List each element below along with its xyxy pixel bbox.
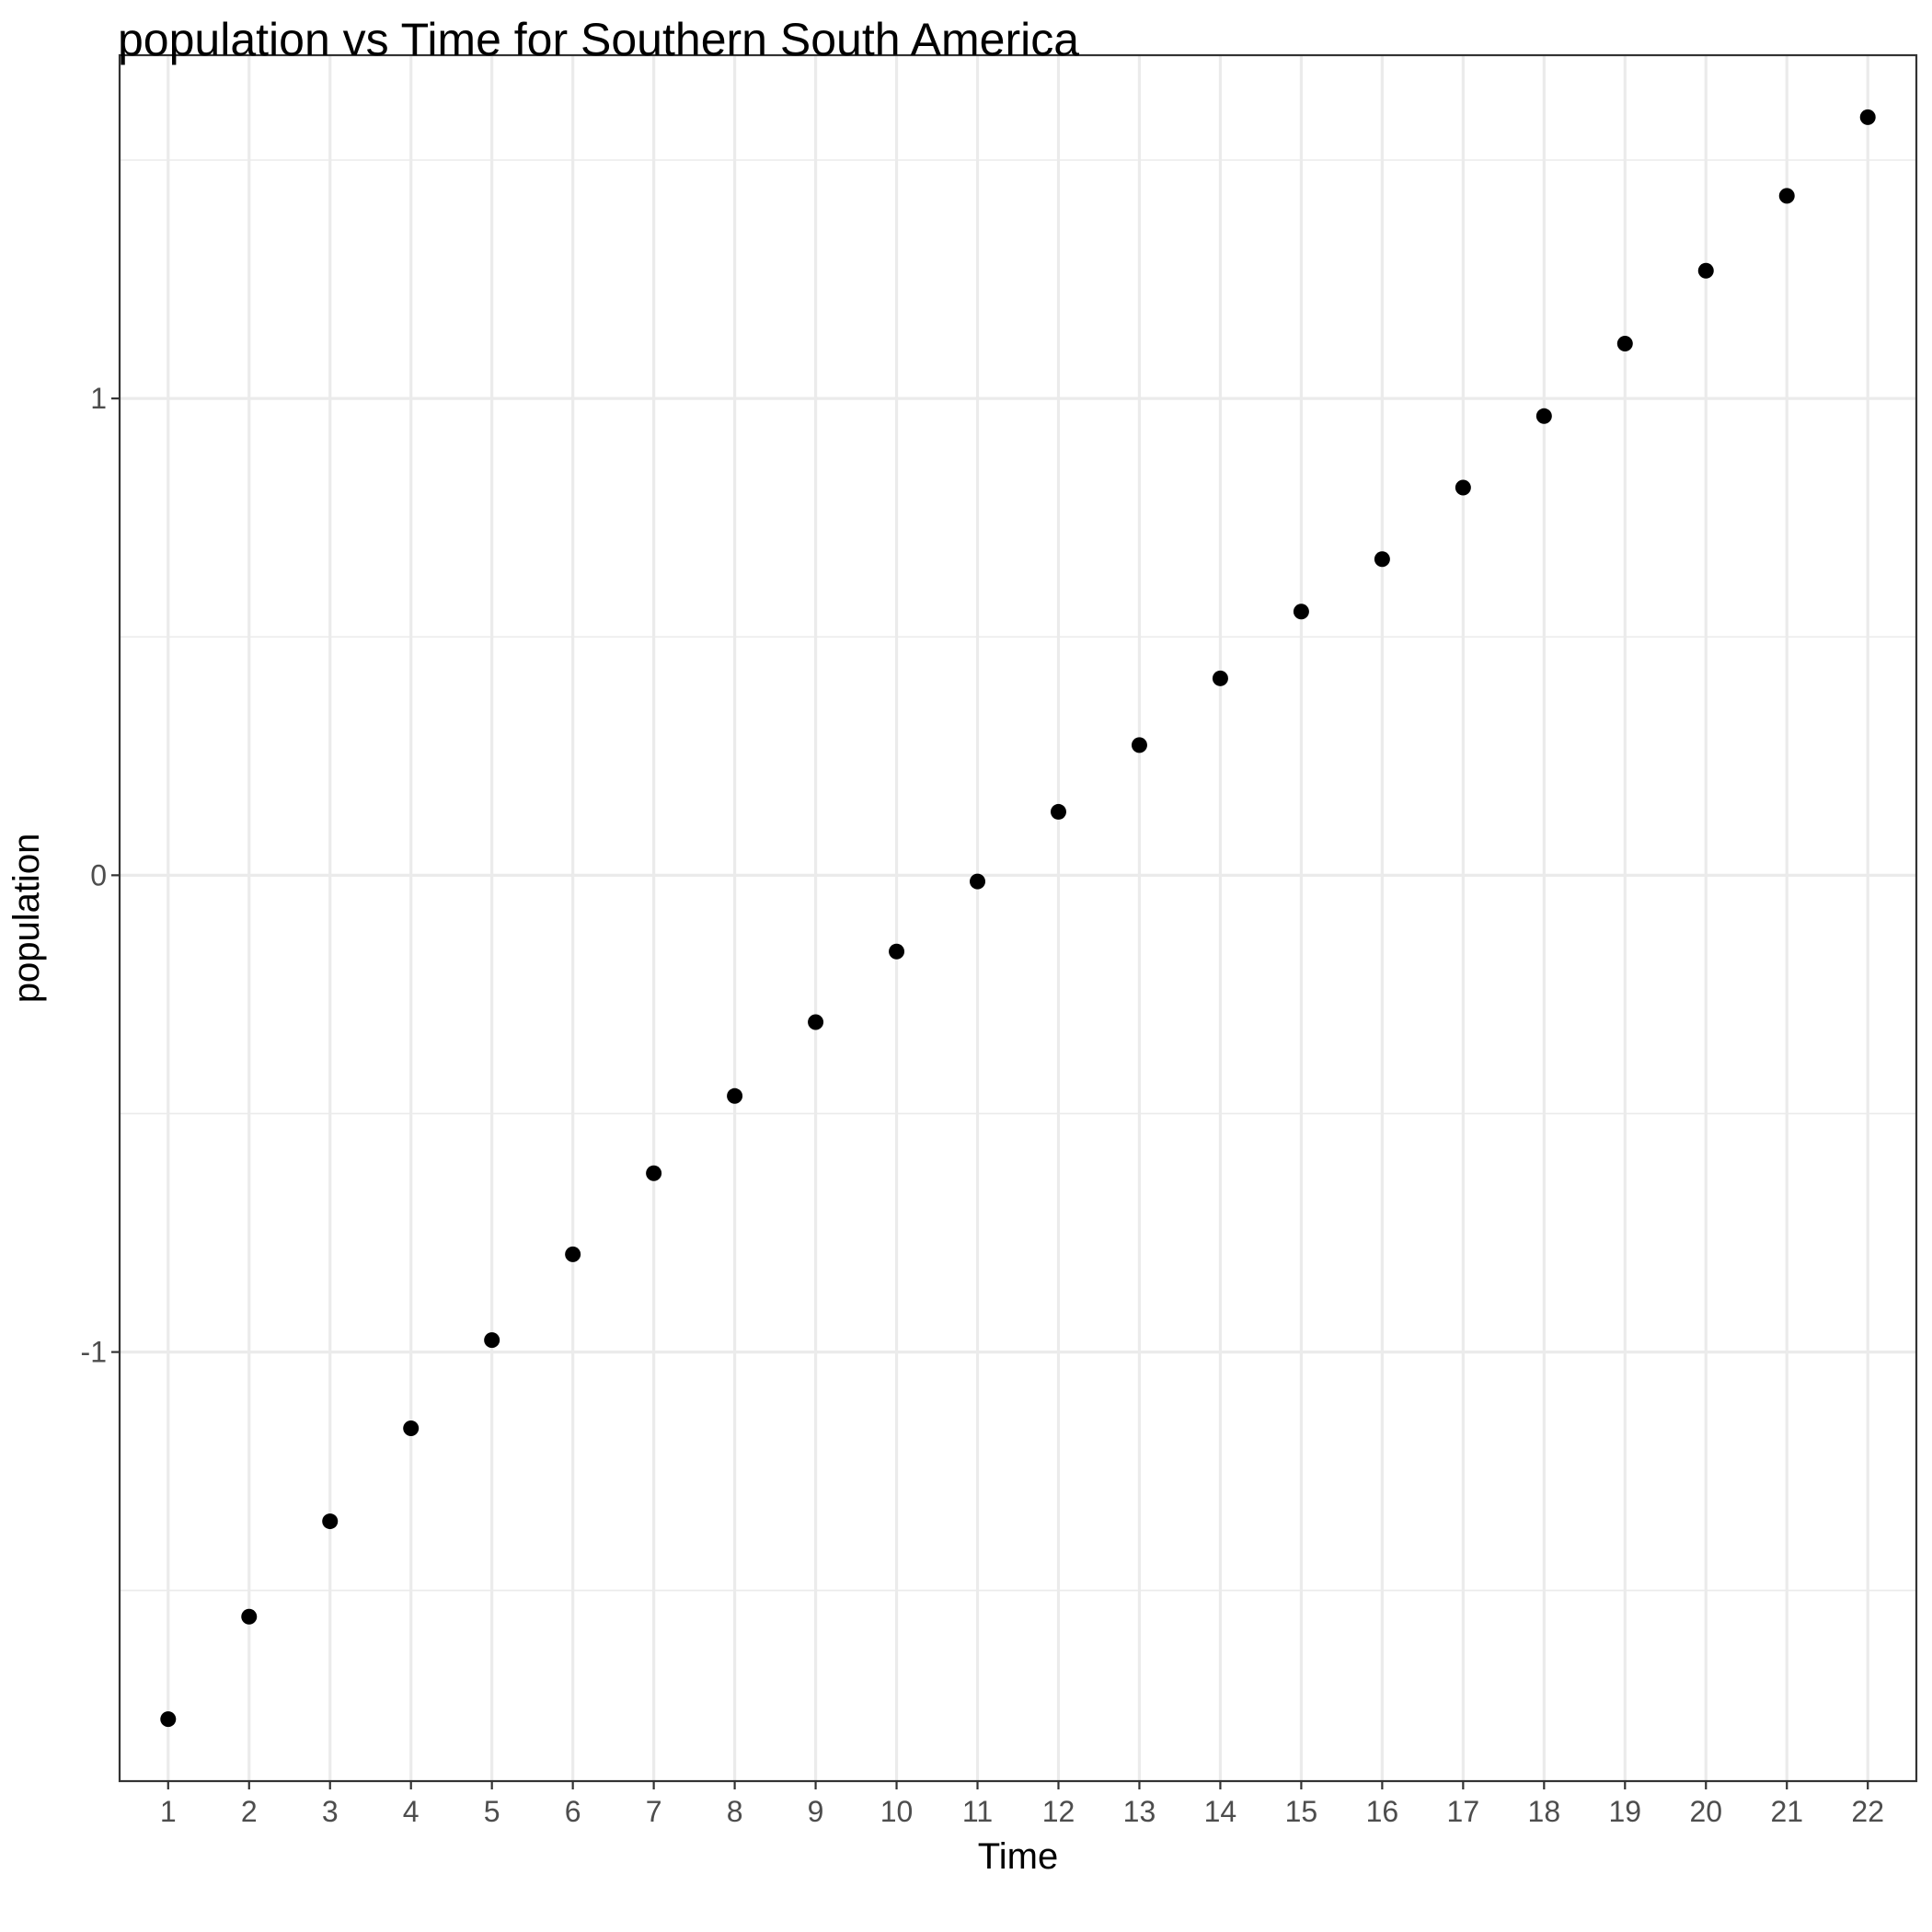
x-tick-label: 16 [1366, 1795, 1399, 1828]
x-tick-label: 2 [241, 1795, 258, 1828]
x-tick-label: 10 [880, 1795, 914, 1828]
data-point [1616, 336, 1633, 352]
x-tick-label: 21 [1770, 1795, 1803, 1828]
x-tick-label: 5 [484, 1795, 500, 1828]
data-point [241, 1608, 258, 1625]
x-tick-label: 13 [1123, 1795, 1156, 1828]
data-point [1374, 551, 1390, 568]
major-gridlines [120, 55, 1916, 1781]
x-tick-label: 3 [322, 1795, 339, 1828]
data-point [484, 1332, 500, 1349]
x-tick-label: 1 [160, 1795, 177, 1828]
x-tick-label: 7 [646, 1795, 662, 1828]
data-point [1293, 604, 1309, 620]
data-point [1455, 479, 1471, 496]
y-tick-label: 0 [90, 858, 107, 891]
y-tick-label: 1 [90, 382, 107, 415]
data-point [1535, 408, 1552, 424]
data-point [646, 1165, 662, 1181]
x-axis-ticks: 1 2 3 4 5 6 7 8 9 10 11 12 13 14 15 16 17 18 19 20 21 22 [160, 1781, 1884, 1828]
x-tick-label: 4 [403, 1795, 420, 1828]
data-point [1697, 262, 1714, 279]
x-tick-label: 14 [1204, 1795, 1237, 1828]
x-tick-label: 11 [962, 1795, 993, 1828]
x-tick-label: 17 [1447, 1795, 1480, 1828]
chart-title: population vs Time for Southern South Am… [118, 14, 1079, 65]
x-tick-label: 9 [808, 1795, 824, 1828]
data-point [1212, 670, 1228, 686]
data-point [808, 1014, 824, 1030]
data-point [565, 1246, 581, 1262]
data-point [1131, 737, 1147, 753]
data-point [1778, 188, 1795, 204]
data-points [160, 109, 1876, 1728]
data-point [1050, 803, 1066, 820]
x-tick-label: 19 [1609, 1795, 1642, 1828]
x-tick-label: 20 [1689, 1795, 1722, 1828]
x-tick-label: 15 [1285, 1795, 1318, 1828]
data-point [970, 873, 986, 890]
minor-gridlines [120, 159, 1916, 1592]
x-tick-label: 18 [1528, 1795, 1561, 1828]
data-point [160, 1711, 177, 1728]
y-axis-title: population [6, 834, 47, 1004]
x-tick-label: 22 [1851, 1795, 1884, 1828]
x-axis-title: Time [978, 1836, 1058, 1877]
data-point [403, 1420, 420, 1437]
y-axis-ticks: -1 0 1 [81, 382, 120, 1369]
x-tick-label: 6 [565, 1795, 581, 1828]
panel-border [118, 53, 1918, 1783]
y-tick-label: -1 [81, 1336, 107, 1369]
data-point [322, 1513, 339, 1530]
data-point [1859, 109, 1876, 125]
data-point [889, 943, 905, 960]
x-tick-label: 8 [727, 1795, 743, 1828]
data-point [727, 1087, 743, 1104]
x-tick-label: 12 [1042, 1795, 1075, 1828]
